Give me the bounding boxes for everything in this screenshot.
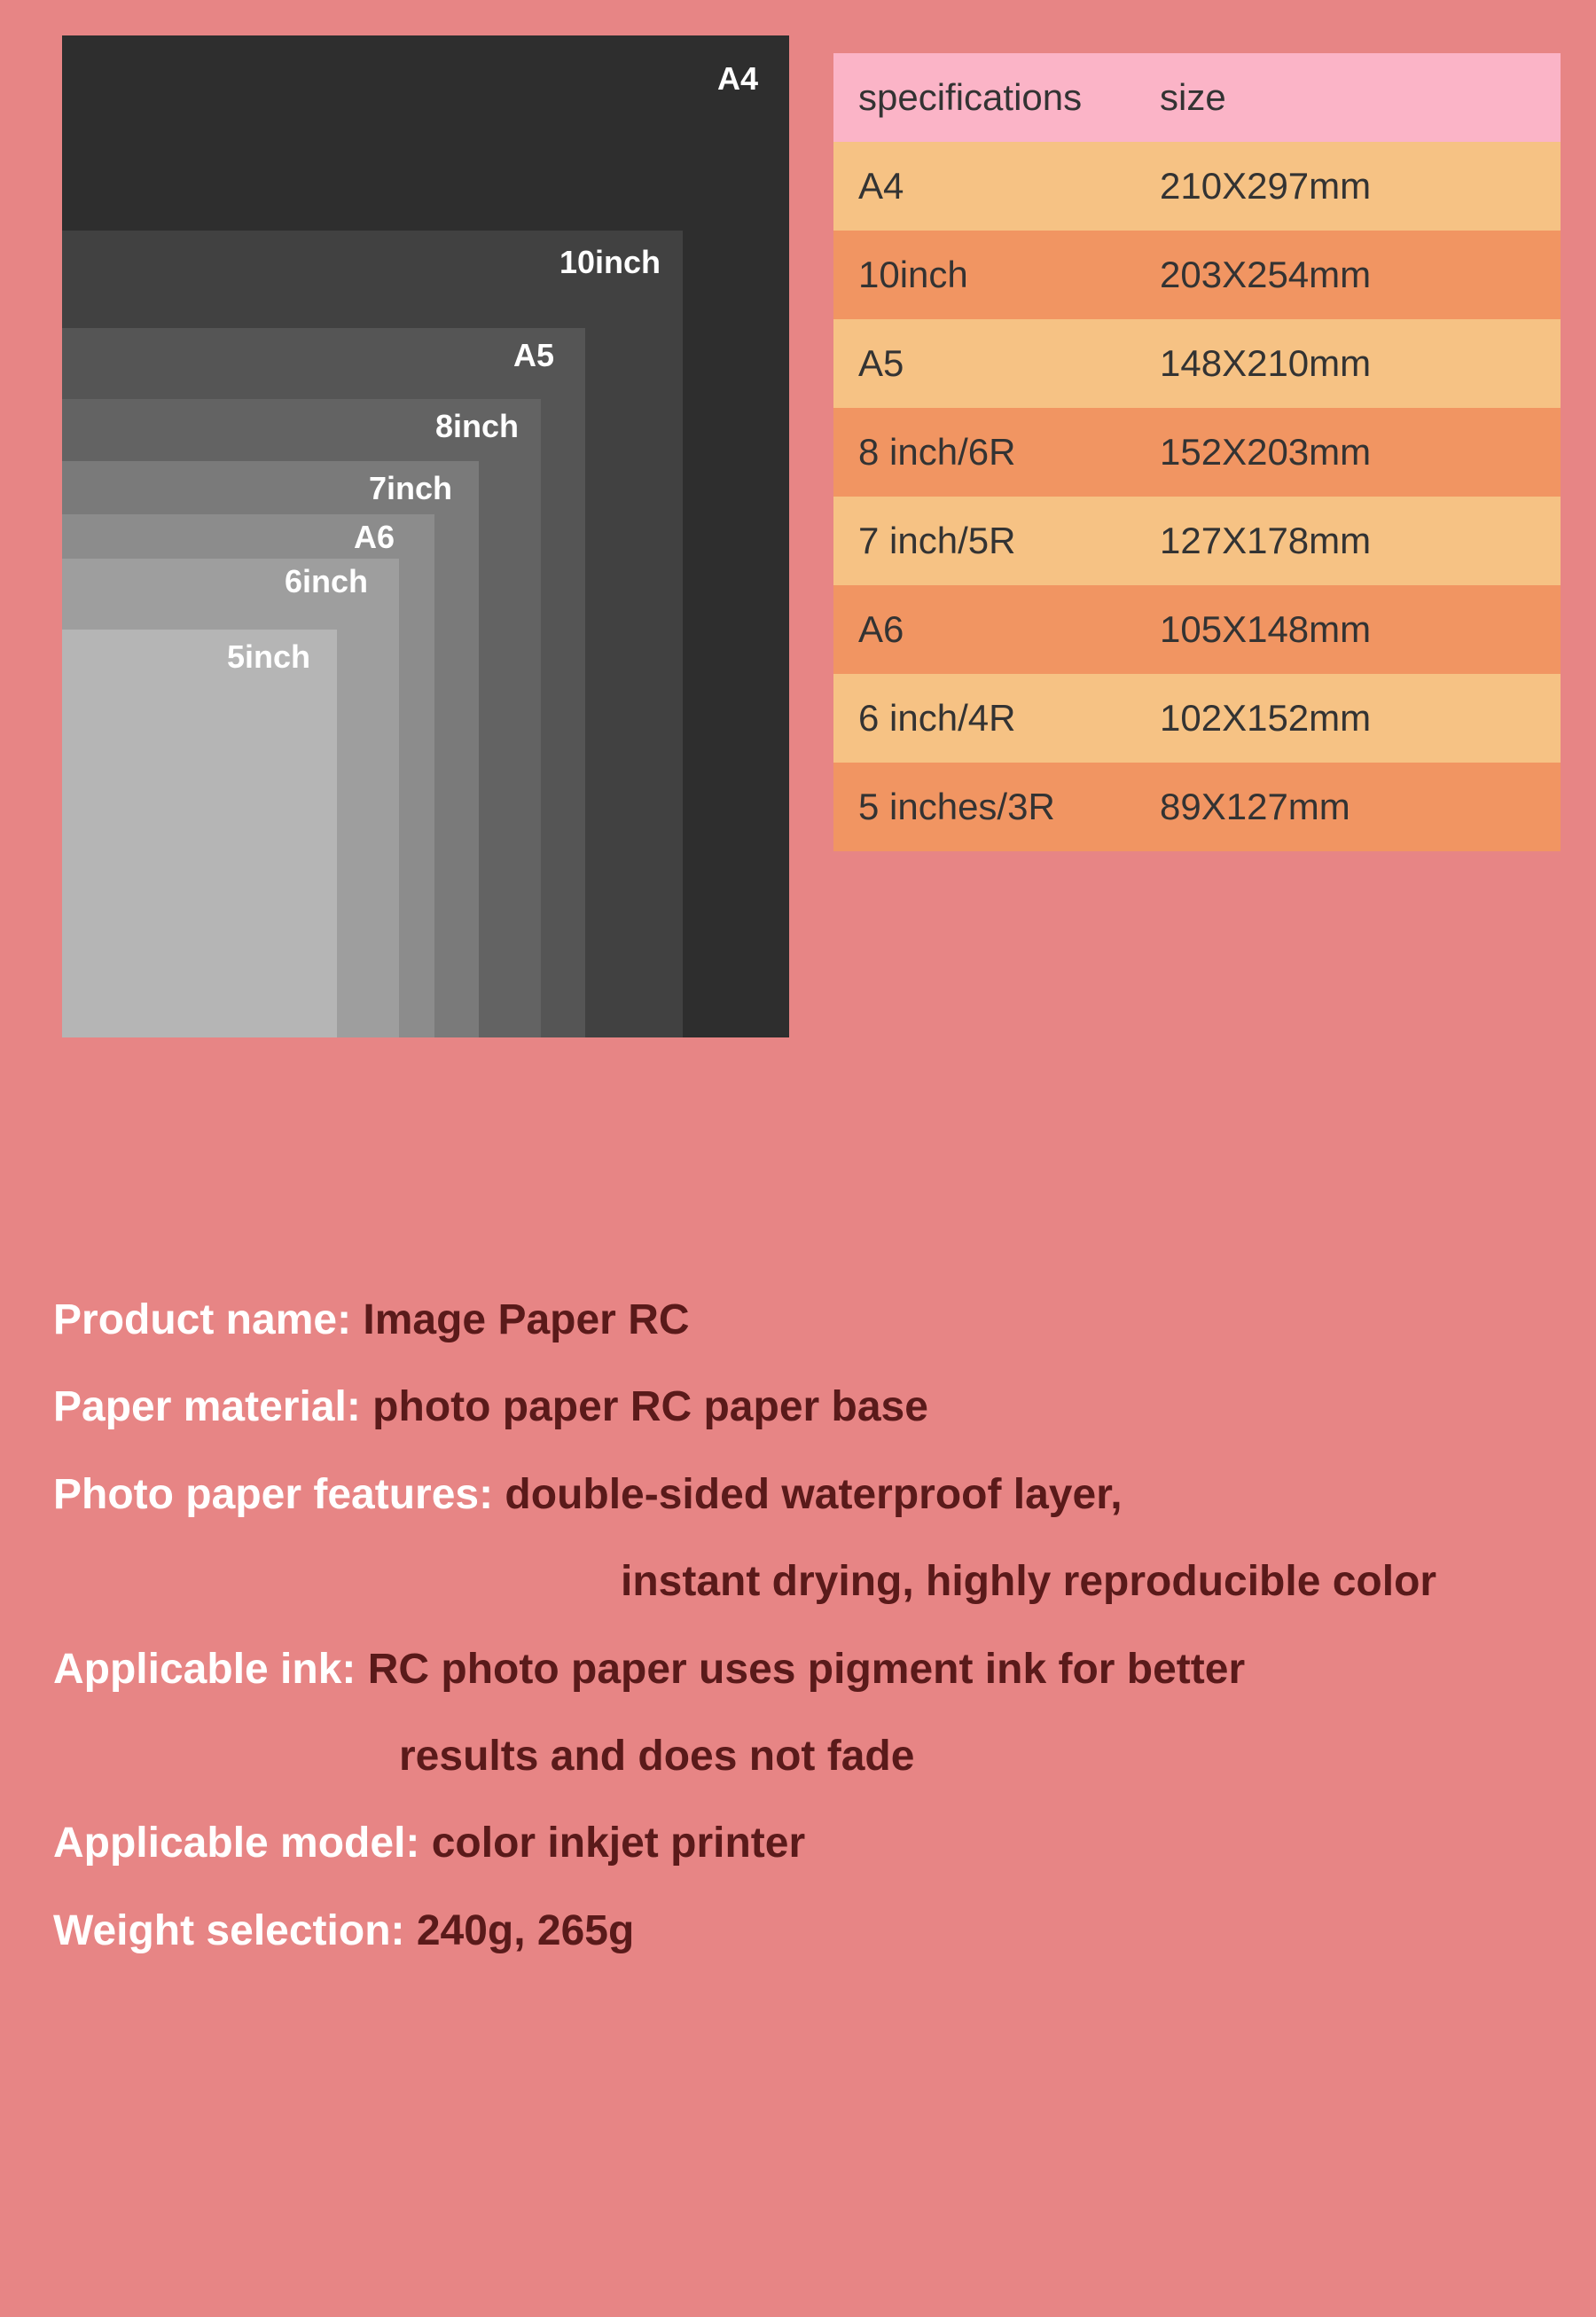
info-value: RC photo paper uses pigment ink for bett…	[368, 1646, 1245, 1693]
info-value: photo paper RC paper base	[372, 1383, 928, 1430]
info-value: double-sided waterproof layer,	[505, 1471, 1122, 1518]
paper-label: A6	[354, 519, 395, 556]
paper-rect	[62, 630, 337, 1037]
info-label: Applicable ink:	[53, 1646, 368, 1693]
spec-cell-spec: 5 inches/3R	[858, 786, 1160, 828]
spec-table-row: 5 inches/3R89X127mm	[833, 763, 1561, 851]
info-row-model: Applicable model: color inkjet printer	[53, 1800, 1543, 1887]
paper-label: A5	[513, 337, 554, 374]
spec-table-row: A4210X297mm	[833, 142, 1561, 231]
info-label: Photo paper features:	[53, 1471, 505, 1518]
info-value: 240g, 265g	[417, 1907, 634, 1954]
paper-label: 6inch	[285, 563, 368, 600]
spec-cell-spec: 8 inch/6R	[858, 431, 1160, 474]
info-value: instant drying, highly reproducible colo…	[621, 1558, 1436, 1605]
spec-header-col2: size	[1160, 76, 1561, 119]
spec-cell-spec: 6 inch/4R	[858, 697, 1160, 740]
spec-cell-size: 89X127mm	[1160, 786, 1561, 828]
info-row-weight: Weight selection: 240g, 265g	[53, 1888, 1543, 1975]
spec-cell-size: 127X178mm	[1160, 520, 1561, 562]
info-value: results and does not fade	[399, 1733, 914, 1780]
info-value: color inkjet printer	[432, 1820, 805, 1867]
paper-label: 7inch	[369, 470, 452, 507]
paper-size-diagram: A4 10inch A5 8inch 7inch A6 6inch 5inch	[62, 35, 789, 1037]
spec-table-row: A6105X148mm	[833, 585, 1561, 674]
spec-cell-size: 203X254mm	[1160, 254, 1561, 296]
spec-cell-spec: 7 inch/5R	[858, 520, 1160, 562]
info-label: Product name:	[53, 1296, 363, 1343]
info-row-ink-cont: results and does not fade	[53, 1713, 1543, 1800]
spec-cell-spec: A5	[858, 342, 1160, 385]
info-row-product-name: Product name: Image Paper RC	[53, 1277, 1543, 1364]
spec-table-row: 7 inch/5R127X178mm	[833, 497, 1561, 585]
spec-cell-size: 102X152mm	[1160, 697, 1561, 740]
info-value: Image Paper RC	[363, 1296, 689, 1343]
info-label: Weight selection:	[53, 1907, 417, 1954]
info-row-features-cont: instant drying, highly reproducible colo…	[53, 1538, 1543, 1625]
paper-label: 10inch	[559, 244, 661, 281]
paper-label: 5inch	[227, 638, 310, 676]
spec-table-row: 8 inch/6R152X203mm	[833, 408, 1561, 497]
spec-cell-spec: A6	[858, 608, 1160, 651]
spec-cell-size: 105X148mm	[1160, 608, 1561, 651]
info-row-ink: Applicable ink: RC photo paper uses pigm…	[53, 1626, 1543, 1713]
spec-cell-spec: 10inch	[858, 254, 1160, 296]
info-row-features: Photo paper features: double-sided water…	[53, 1452, 1543, 1538]
spec-table: specificationssizeA4210X297mm10inch203X2…	[833, 53, 1561, 851]
top-section: A4 10inch A5 8inch 7inch A6 6inch 5inch specifi…	[0, 0, 1596, 1073]
info-label: Applicable model:	[53, 1820, 432, 1867]
paper-label: 8inch	[435, 408, 519, 445]
spec-header-col1: specifications	[858, 76, 1160, 119]
spec-cell-size: 152X203mm	[1160, 431, 1561, 474]
info-label: Paper material:	[53, 1383, 372, 1430]
spec-cell-size: 210X297mm	[1160, 165, 1561, 207]
spec-table-row: 10inch203X254mm	[833, 231, 1561, 319]
spec-cell-size: 148X210mm	[1160, 342, 1561, 385]
paper-label: A4	[717, 60, 758, 98]
spec-table-row: A5148X210mm	[833, 319, 1561, 408]
spec-table-header: specificationssize	[833, 53, 1561, 142]
product-info-section: Product name: Image Paper RC Paper mater…	[0, 1073, 1596, 2134]
spec-table-row: 6 inch/4R102X152mm	[833, 674, 1561, 763]
info-row-paper-material: Paper material: photo paper RC paper bas…	[53, 1364, 1543, 1451]
spec-cell-spec: A4	[858, 165, 1160, 207]
